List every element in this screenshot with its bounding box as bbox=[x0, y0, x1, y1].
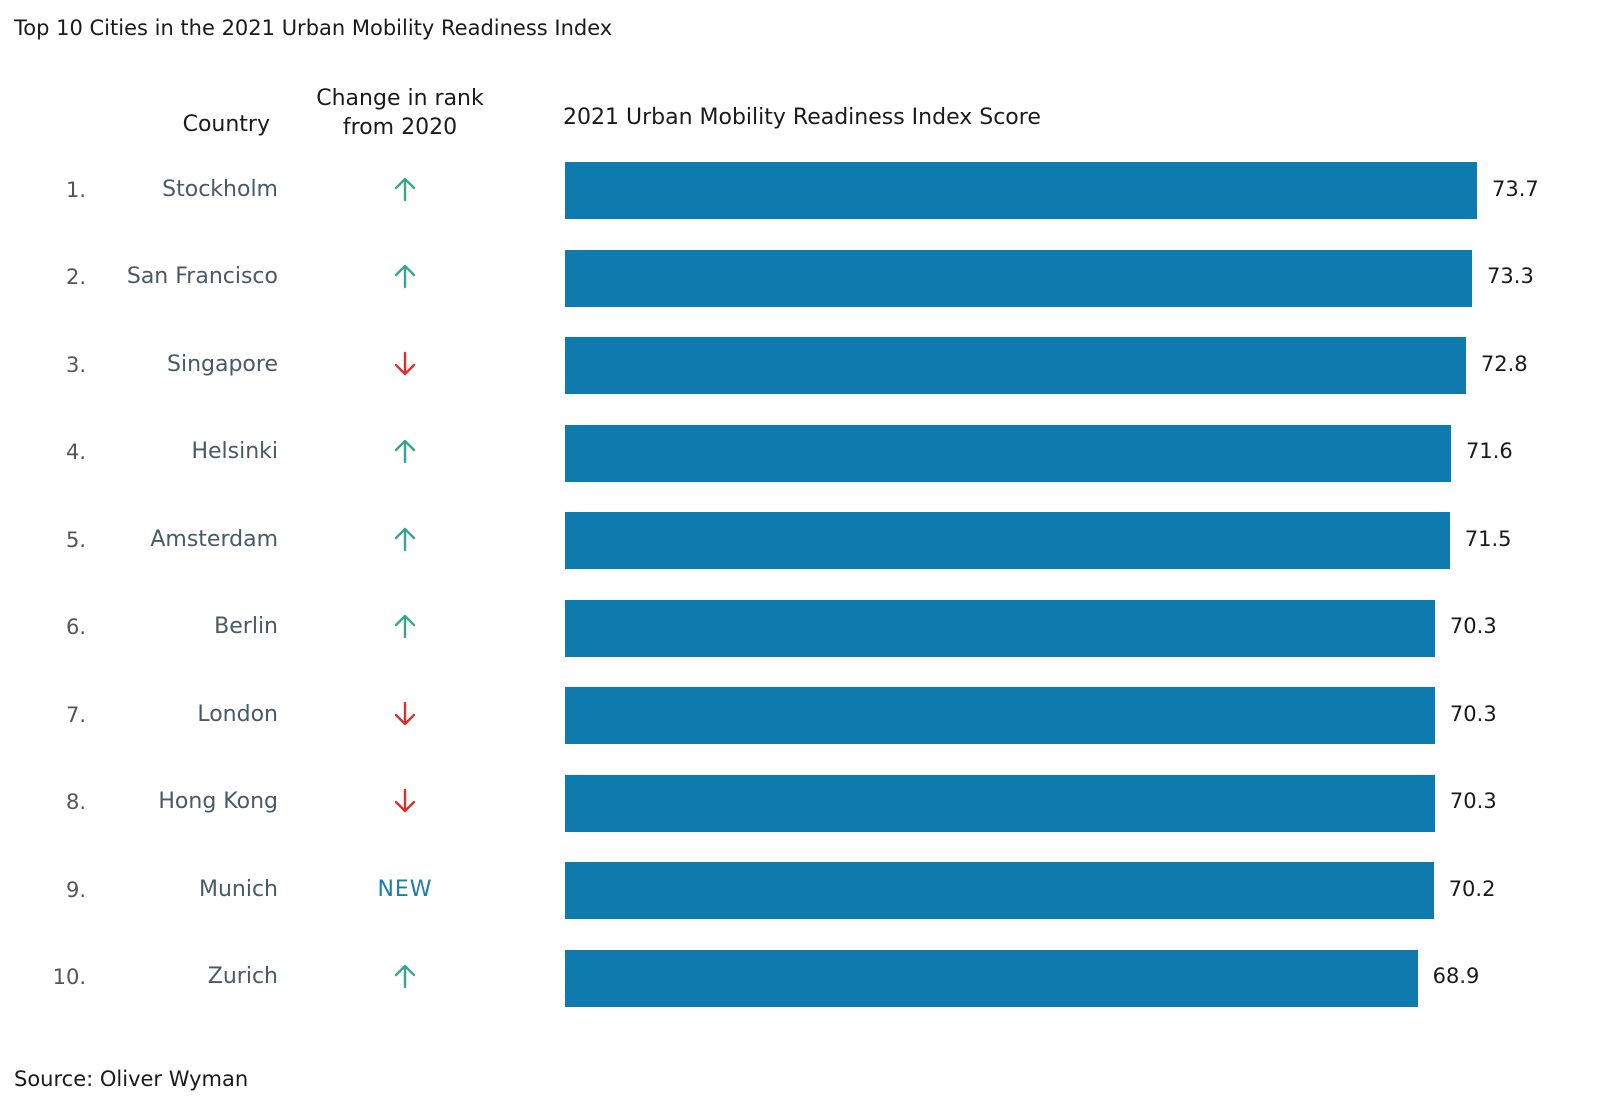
rank-label: 4. bbox=[65, 440, 86, 464]
source-note: Source: Oliver Wyman bbox=[14, 1067, 249, 1091]
city-label: Zurich bbox=[207, 964, 278, 989]
rank-label: 8. bbox=[65, 790, 86, 814]
city-label: Hong Kong bbox=[158, 789, 278, 814]
rank-label: 9. bbox=[65, 877, 86, 902]
value-label: 73.3 bbox=[1487, 264, 1534, 288]
value-label: 73.7 bbox=[1492, 176, 1539, 201]
arrow-up-icon bbox=[355, 176, 455, 202]
country-column-header: Country bbox=[182, 112, 270, 137]
value-label: 71.5 bbox=[1464, 526, 1512, 551]
score-bar bbox=[565, 249, 1473, 307]
value-label: 70.2 bbox=[1448, 876, 1496, 901]
value-label: 70.3 bbox=[1449, 614, 1497, 638]
arrow-up-icon bbox=[355, 613, 455, 639]
value-label: 71.6 bbox=[1466, 439, 1513, 463]
score-bar bbox=[565, 337, 1466, 394]
city-label: Singapore bbox=[167, 351, 278, 377]
score-bar bbox=[565, 424, 1451, 482]
arrow-up-icon bbox=[355, 263, 455, 289]
rank-label: 3. bbox=[65, 352, 86, 377]
arrow-up-icon bbox=[355, 438, 455, 464]
city-label: Helsinki bbox=[191, 439, 278, 464]
arrow-down-icon bbox=[355, 701, 455, 727]
city-label: Stockholm bbox=[162, 176, 278, 202]
score-bar bbox=[565, 949, 1418, 1007]
score-bar bbox=[565, 162, 1477, 219]
rank-label: 5. bbox=[65, 527, 86, 552]
new-entry-label: NEW bbox=[377, 876, 433, 902]
rank-label: 2. bbox=[65, 265, 86, 289]
arrow-down-icon bbox=[355, 788, 455, 814]
value-label: 70.3 bbox=[1449, 701, 1497, 726]
score-column-header: 2021 Urban Mobility Readiness Index Scor… bbox=[563, 105, 1041, 130]
arrow-up-icon bbox=[355, 526, 455, 552]
city-label: Amsterdam bbox=[150, 526, 278, 552]
arrow-down-icon bbox=[355, 351, 455, 377]
value-label: 70.3 bbox=[1449, 789, 1497, 813]
city-label: Berlin bbox=[214, 614, 278, 639]
value-label: 68.9 bbox=[1432, 964, 1480, 988]
city-label: San Francisco bbox=[126, 264, 278, 289]
city-label: Munich bbox=[198, 876, 278, 902]
score-bar bbox=[565, 687, 1435, 744]
rank-label: 10. bbox=[52, 965, 86, 989]
arrow-up-icon bbox=[355, 963, 455, 989]
change-column-header: Change in rank from 2020 bbox=[316, 86, 484, 140]
city-label: London bbox=[197, 701, 278, 727]
value-label: 72.8 bbox=[1480, 351, 1528, 376]
score-bar bbox=[565, 599, 1435, 657]
rank-label: 6. bbox=[65, 615, 86, 639]
score-bar bbox=[565, 774, 1435, 832]
rank-label: 1. bbox=[65, 177, 86, 202]
score-bar bbox=[565, 862, 1434, 919]
score-bar bbox=[565, 512, 1450, 569]
chart-title: Top 10 Cities in the 2021 Urban Mobility… bbox=[14, 16, 613, 40]
rank-label: 7. bbox=[65, 702, 86, 727]
